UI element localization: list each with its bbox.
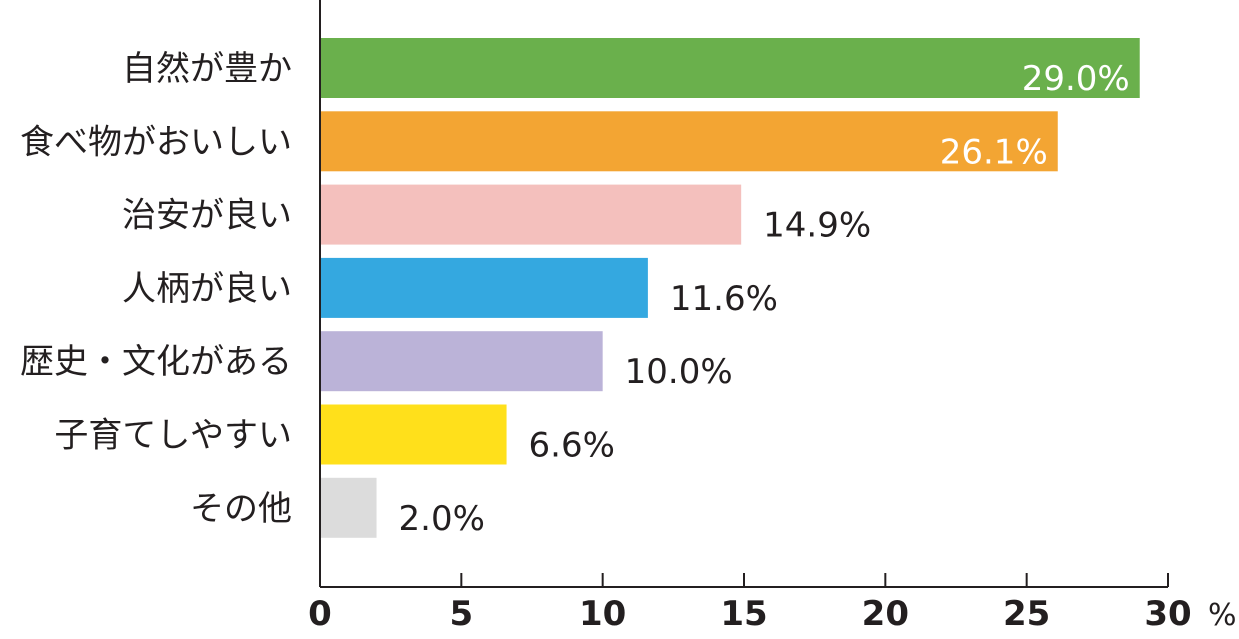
- bar: [320, 111, 1058, 172]
- bar: [320, 184, 742, 245]
- x-tick-label: 20: [862, 594, 909, 634]
- axis-layer: % 0 5 10 15 20 25 30: [308, 0, 1237, 634]
- value-label: 29.0%: [1022, 59, 1130, 99]
- value-label: 2.0%: [399, 499, 485, 539]
- x-tick-label: 5: [449, 594, 473, 634]
- category-label: 歴史・文化がある: [20, 342, 292, 382]
- value-label: 10.0%: [625, 352, 733, 392]
- x-tick-label: 10: [579, 594, 626, 634]
- category-label: 人柄が良い: [122, 269, 292, 309]
- labels-layer: 自然が豊か 29.0% 食べ物がおいしい 26.1% 治安が良い 14.9% 人柄が良い 11…: [20, 49, 1130, 539]
- bar: [320, 257, 648, 318]
- bars-layer: [320, 38, 1140, 538]
- bar: [320, 477, 377, 538]
- value-label: 14.9%: [763, 206, 871, 246]
- value-label: 6.6%: [529, 426, 615, 466]
- category-label: 治安が良い: [122, 196, 292, 236]
- bar: [320, 404, 507, 465]
- value-label: 11.6%: [670, 279, 778, 319]
- category-label: 自然が豊か: [122, 49, 292, 89]
- x-axis-unit: %: [1208, 598, 1237, 633]
- bar: [320, 331, 603, 392]
- x-tick-label: 0: [308, 594, 332, 634]
- category-label: 食べ物がおいしい: [20, 122, 292, 162]
- bar: [320, 38, 1140, 98]
- value-label: 26.1%: [940, 132, 1048, 172]
- category-label: 子育てしやすい: [54, 416, 292, 456]
- x-tick-label: 15: [720, 594, 767, 634]
- category-label: その他: [190, 489, 292, 529]
- x-tick-label: 25: [1003, 594, 1050, 634]
- x-tick-label: 30: [1144, 594, 1191, 634]
